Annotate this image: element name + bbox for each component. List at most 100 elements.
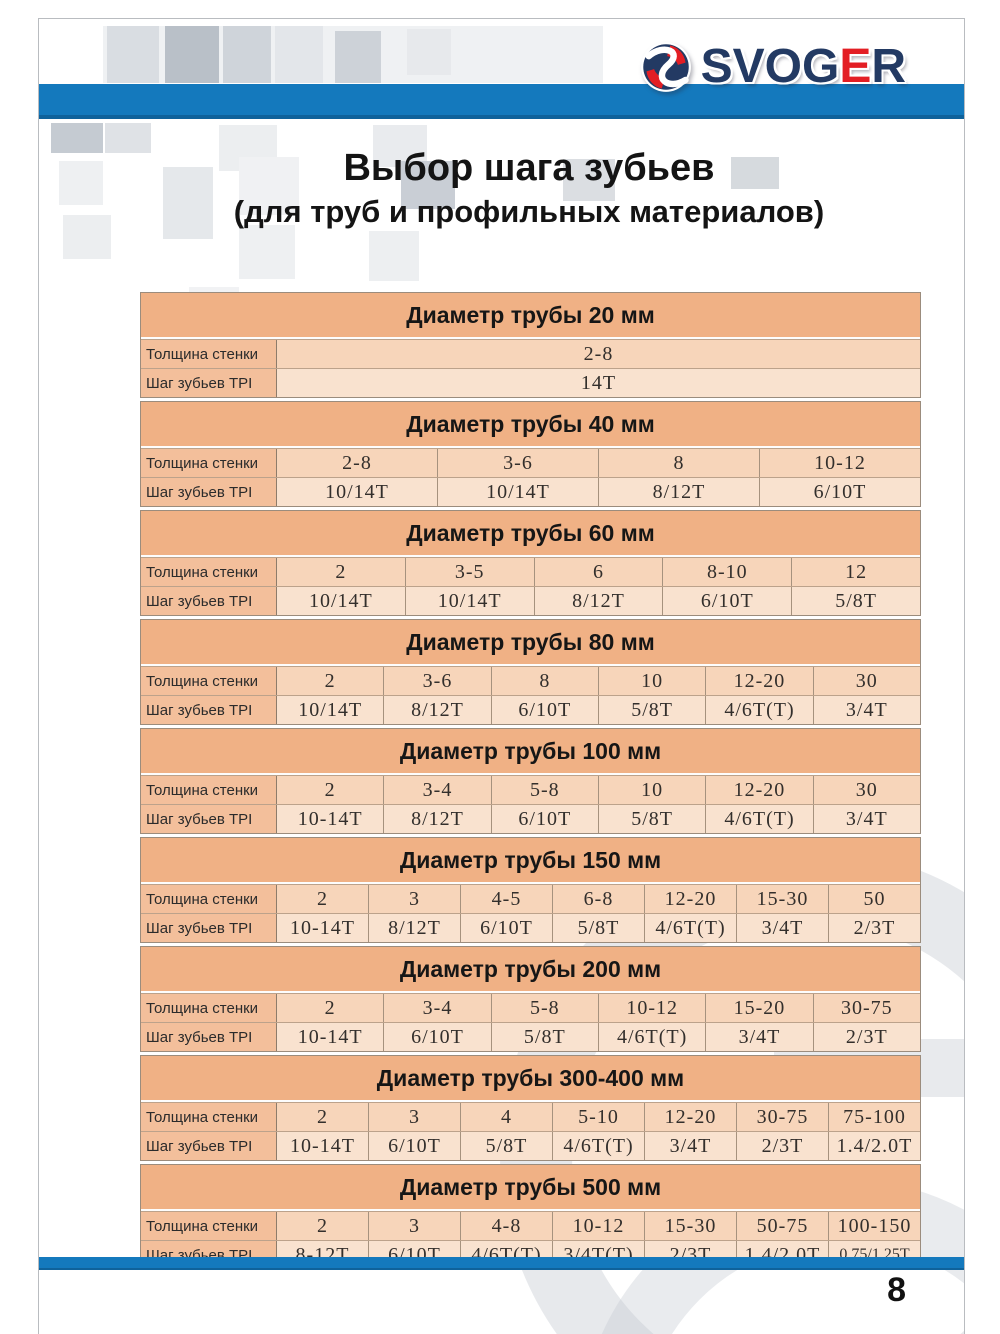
table-cell: 10-12 xyxy=(760,449,920,477)
row-label-thickness: Толщина стенки xyxy=(141,449,277,477)
row-label-thickness: Толщина стенки xyxy=(141,340,277,368)
pipe-table: Диаметр трубы 300-400 мм Толщина стенки 2 3… xyxy=(140,1055,921,1161)
table-cell: 10-14T xyxy=(277,1023,385,1051)
table-cell: 2-8 xyxy=(277,340,920,368)
page-number: 8 xyxy=(887,1271,906,1309)
row-label-tpi: Шаг зубьев TPI xyxy=(141,369,277,397)
decor-square xyxy=(401,161,455,209)
row-label-thickness: Толщина стенки xyxy=(141,885,277,913)
decor-square xyxy=(59,161,103,205)
table-cell: 6/10T xyxy=(491,805,599,833)
table-row: Шаг зубьев TPI 10/14T 10/14T 8/12T 6/10T 5/8T xyxy=(141,586,920,615)
table-row: Шаг зубьев TPI 10/14T 10/14T 8/12T 6/10T xyxy=(141,477,920,506)
table-cell: 3 xyxy=(369,885,461,913)
table-cell: 6/10T xyxy=(663,587,793,615)
table-cell: 30-75 xyxy=(737,1103,829,1131)
table-cell: 4 xyxy=(461,1103,553,1131)
table-row: Шаг зубьев TPI 10-14T 8/12T 6/10T 5/8T 4/6T(T… xyxy=(141,913,920,942)
decor-square xyxy=(731,157,779,189)
table-cell: 6/10T xyxy=(461,914,553,942)
bottom-blue-bar xyxy=(39,1257,964,1270)
table-cell: 4-8 xyxy=(461,1212,553,1240)
table-cell: 15-20 xyxy=(706,994,814,1022)
row-label-thickness: Толщина стенки xyxy=(141,1212,277,1240)
table-cell: 3/4T xyxy=(645,1132,737,1160)
pipe-table: Диаметр трубы 500 мм Толщина стенки 2 3 4-8 1… xyxy=(140,1164,921,1270)
row-label-thickness: Толщина стенки xyxy=(141,776,277,804)
row-label-tpi: Шаг зубьев TPI xyxy=(141,805,277,833)
table-row: Толщина стенки 2-8 3-6 8 10-12 xyxy=(141,448,920,477)
decor-square xyxy=(105,123,151,153)
table-cell: 10/14T xyxy=(405,587,535,615)
table-cell: 50-75 xyxy=(737,1212,829,1240)
table-cell: 2/3T xyxy=(737,1132,829,1160)
table-cell: 3-4 xyxy=(384,776,492,804)
table-cell: 12-20 xyxy=(706,776,814,804)
row-label-thickness: Толщина стенки xyxy=(141,1103,277,1131)
table-cell: 8 xyxy=(491,667,599,695)
table-cell: 4/6T(T) xyxy=(706,805,814,833)
row-label-tpi: Шаг зубьев TPI xyxy=(141,1023,277,1051)
table-row: Толщина стенки 2 3 4 5-10 12-20 30-75 75-100 xyxy=(141,1102,920,1131)
table-cell: 2 xyxy=(277,885,369,913)
table-cell: 2 xyxy=(277,776,385,804)
table-cell: 3/4T xyxy=(737,914,829,942)
table-cell: 5/8T xyxy=(491,1023,599,1051)
decor-square xyxy=(107,26,159,83)
table-cell: 12-20 xyxy=(706,667,814,695)
table-cell: 5/8T xyxy=(598,805,707,833)
table-cell: 5-8 xyxy=(491,994,599,1022)
decor-square xyxy=(335,31,381,83)
table-cell: 6-8 xyxy=(553,885,645,913)
table-cell: 3/4T xyxy=(706,1023,814,1051)
table-cell: 8/12T xyxy=(384,696,492,724)
decor-square xyxy=(563,159,615,201)
table-cell: 30 xyxy=(813,667,920,695)
table-cell: 15-30 xyxy=(737,885,829,913)
page-title: Выбор шага зубьев xyxy=(343,147,715,189)
table-cell: 2 xyxy=(277,994,385,1022)
page-subtitle: (для труб и профильных материалов) xyxy=(233,193,825,229)
table-cell: 12 xyxy=(792,558,920,586)
table-cell: 6/10T xyxy=(369,1132,461,1160)
table-cell: 6/10T xyxy=(384,1023,492,1051)
decor-square xyxy=(275,26,323,83)
table-cell: 10 xyxy=(598,667,707,695)
table-cell: 4/6T(T) xyxy=(706,696,814,724)
pipe-table: Диаметр трубы 200 мм Толщина стенки 2 3-4 5-… xyxy=(140,946,921,1052)
table-row: Шаг зубьев TPI 14T xyxy=(141,368,920,397)
table-cell: 4-5 xyxy=(461,885,553,913)
row-label-thickness: Толщина стенки xyxy=(141,667,277,695)
pipe-table-title: Диаметр трубы 500 мм xyxy=(141,1165,920,1211)
table-cell: 5-8 xyxy=(491,776,599,804)
decor-square xyxy=(369,231,419,281)
decor-square xyxy=(239,157,299,215)
decor-square xyxy=(223,26,271,83)
table-row: Толщина стенки 2 3-5 6 8-10 12 xyxy=(141,557,920,586)
table-cell: 10-14T xyxy=(277,805,385,833)
pipe-table: Диаметр трубы 150 мм Толщина стенки 2 3 4-5 6… xyxy=(140,837,921,943)
title-block: Выбор шага зубьев (для труб и профильных… xyxy=(134,147,924,230)
table-row: Шаг зубьев TPI 10-14T 6/10T 5/8T 4/6T(T) 3/4T… xyxy=(141,1131,920,1160)
table-cell: 3-4 xyxy=(384,994,492,1022)
pipe-table: Диаметр трубы 60 мм Толщина стенки 2 3-5 6 8-… xyxy=(140,510,921,616)
table-cell: 10-14T xyxy=(277,1132,369,1160)
table-row: Шаг зубьев TPI 10-14T 8/12T 6/10T 5/8T 4/6T(T… xyxy=(141,804,920,833)
table-cell: 5/8T xyxy=(553,914,645,942)
decor-square xyxy=(63,215,111,259)
row-label-thickness: Толщина стенки xyxy=(141,994,277,1022)
table-cell: 14T xyxy=(277,369,920,397)
table-row: Толщина стенки 2 3 4-8 10-12 15-30 50-75 100-15… xyxy=(141,1211,920,1240)
svoger-logo: SVOGER xyxy=(640,39,906,94)
table-cell: 3 xyxy=(369,1103,461,1131)
table-cell: 2 xyxy=(277,558,406,586)
pipe-table-title: Диаметр трубы 60 мм xyxy=(141,511,920,557)
table-cell: 1.4/2.0T xyxy=(829,1132,920,1160)
table-cell: 5/8T xyxy=(792,587,920,615)
table-cell: 8/12T xyxy=(534,587,664,615)
table-cell: 2 xyxy=(277,1212,369,1240)
pipe-table-title: Диаметр трубы 150 мм xyxy=(141,838,920,884)
table-cell: 5/8T xyxy=(598,696,707,724)
table-cell: 3-5 xyxy=(405,558,535,586)
